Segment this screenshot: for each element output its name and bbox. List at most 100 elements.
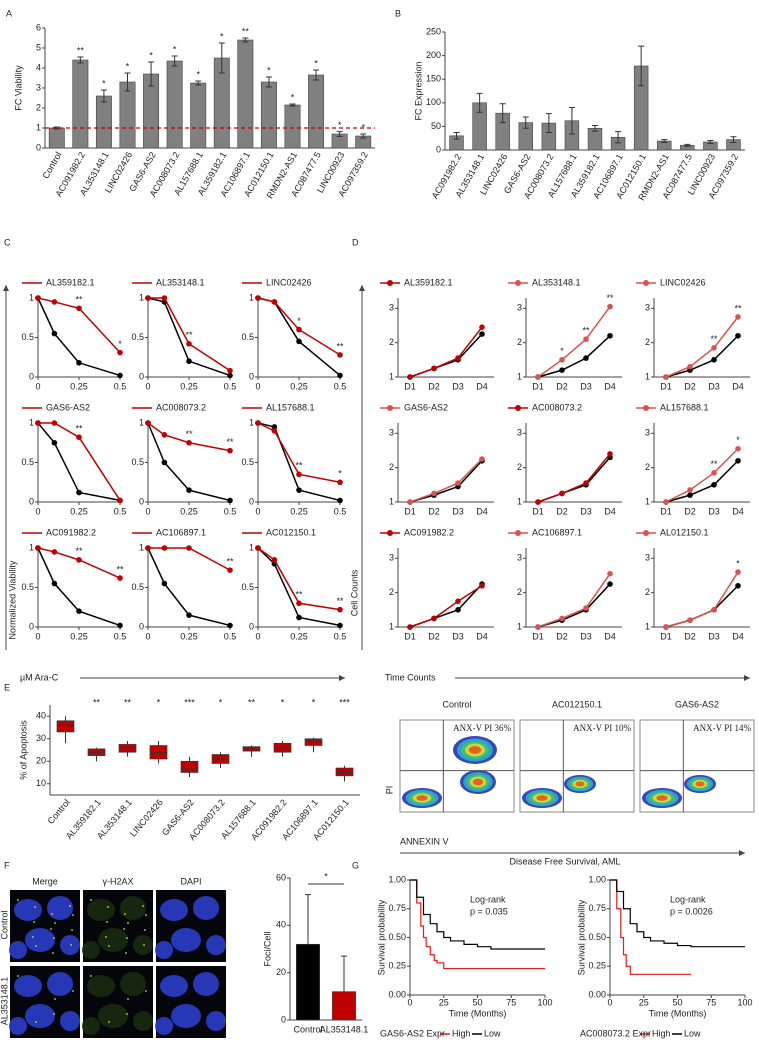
data-point — [76, 489, 82, 496]
x-tick-label: 0.25 — [180, 631, 198, 641]
nucleus — [60, 935, 80, 955]
data-point — [663, 374, 669, 380]
data-point — [407, 374, 413, 380]
focus — [70, 944, 72, 946]
bar — [119, 81, 136, 149]
annotation: Log-rank — [670, 894, 706, 904]
focus — [105, 936, 107, 938]
error-bar — [100, 89, 107, 103]
y-axis-label: FC Viability — [13, 65, 23, 111]
y-tick-label: 3 — [389, 553, 394, 563]
data-point — [227, 367, 233, 374]
bar — [260, 81, 277, 149]
data-point — [186, 612, 192, 618]
data-point — [161, 580, 168, 587]
series-line — [37, 297, 121, 377]
x-tick-label: 0 — [145, 631, 150, 641]
significance-label: * — [196, 69, 200, 79]
significance-label: * — [173, 44, 177, 54]
x-tick-label: 0.25 — [180, 506, 198, 516]
error-bar — [499, 103, 506, 124]
series-line — [37, 297, 121, 354]
y-tick-label: 0.5 — [21, 332, 34, 342]
x-tick-label: D1 — [660, 506, 672, 516]
significance-label: ** — [75, 295, 83, 305]
focus — [108, 945, 110, 947]
x-tick-label: D4 — [476, 381, 488, 391]
y-tick-label: 0.5 — [131, 332, 144, 342]
y-tick-label: 1 — [29, 542, 34, 552]
y-axis-label: PI — [384, 786, 394, 795]
y-tick-label: 3 — [645, 428, 650, 438]
focus — [35, 1021, 37, 1023]
y-tick-label: 1 — [389, 621, 394, 631]
x-tick-label: D2 — [428, 506, 440, 516]
x-tick-label: D3 — [580, 631, 592, 641]
significance-label: * — [291, 92, 295, 102]
legend-label: AL157688.1 — [266, 402, 315, 412]
y-tick-label: 0.75 — [588, 903, 606, 913]
x-tick-label: 0.25 — [70, 506, 88, 516]
nucleus — [9, 941, 27, 959]
nucleus — [47, 972, 73, 996]
legend-label: AC008073.2 — [532, 402, 582, 412]
data-point — [161, 459, 168, 466]
x-tick-label: D2 — [428, 631, 440, 641]
focus — [142, 905, 144, 907]
data-point — [687, 617, 693, 623]
y-axis-label: Survival probability — [376, 899, 386, 975]
data-point — [583, 480, 589, 486]
y-tick-label: 0 — [36, 142, 41, 152]
x-tick-label: 0.5 — [114, 631, 127, 641]
row-label: AL353148.1 — [0, 977, 9, 1026]
y-tick-label: 1 — [249, 542, 254, 552]
data-point — [255, 295, 261, 301]
data-point — [255, 420, 261, 426]
data-point — [145, 295, 151, 301]
y-tick-label: 3 — [389, 428, 394, 438]
x-tick-label: D3 — [708, 381, 720, 391]
error-bar — [313, 69, 320, 81]
x-tick-label: D2 — [428, 381, 440, 391]
focus — [51, 913, 53, 915]
density-contour — [416, 795, 428, 801]
focus — [126, 937, 128, 939]
series-line — [257, 297, 341, 356]
data-point — [607, 570, 613, 577]
y-tick-label: 2 — [36, 102, 41, 112]
focus — [145, 990, 147, 992]
x-tick-label: 0.5 — [224, 506, 237, 516]
focus — [17, 899, 19, 901]
error-bar — [592, 124, 598, 132]
significance-label: ** — [734, 303, 742, 313]
x-axis-label: Time Counts — [385, 672, 436, 682]
y-tick-label: 0 — [139, 621, 144, 631]
panel-letter: D — [352, 237, 359, 247]
series-line — [665, 335, 739, 378]
density-contour — [656, 795, 668, 801]
x-tick-label: D1 — [532, 506, 544, 516]
y-tick-label: 2 — [517, 587, 522, 597]
series-line — [537, 306, 611, 378]
nucleus — [160, 975, 188, 997]
column-label: DAPI — [180, 876, 201, 886]
x-tick-label: D3 — [452, 381, 464, 391]
bar — [237, 39, 254, 149]
y-tick-label: 0 — [249, 371, 254, 381]
bar — [166, 60, 183, 149]
x-tick-label: 0.25 — [290, 631, 308, 641]
data-point — [735, 582, 741, 589]
error-bar — [77, 56, 84, 64]
focus — [126, 1013, 128, 1015]
significance-label: * — [312, 697, 316, 707]
data-point — [687, 492, 693, 498]
legend-label: AC008073.2 — [156, 402, 206, 412]
significance-label: * — [338, 469, 342, 479]
x-tick-label: 100 — [737, 997, 752, 1007]
data-point — [583, 605, 589, 611]
data-point — [479, 331, 485, 337]
data-point — [271, 299, 278, 305]
significance-label: * — [560, 346, 564, 356]
data-point — [735, 445, 741, 452]
data-point — [51, 299, 58, 305]
